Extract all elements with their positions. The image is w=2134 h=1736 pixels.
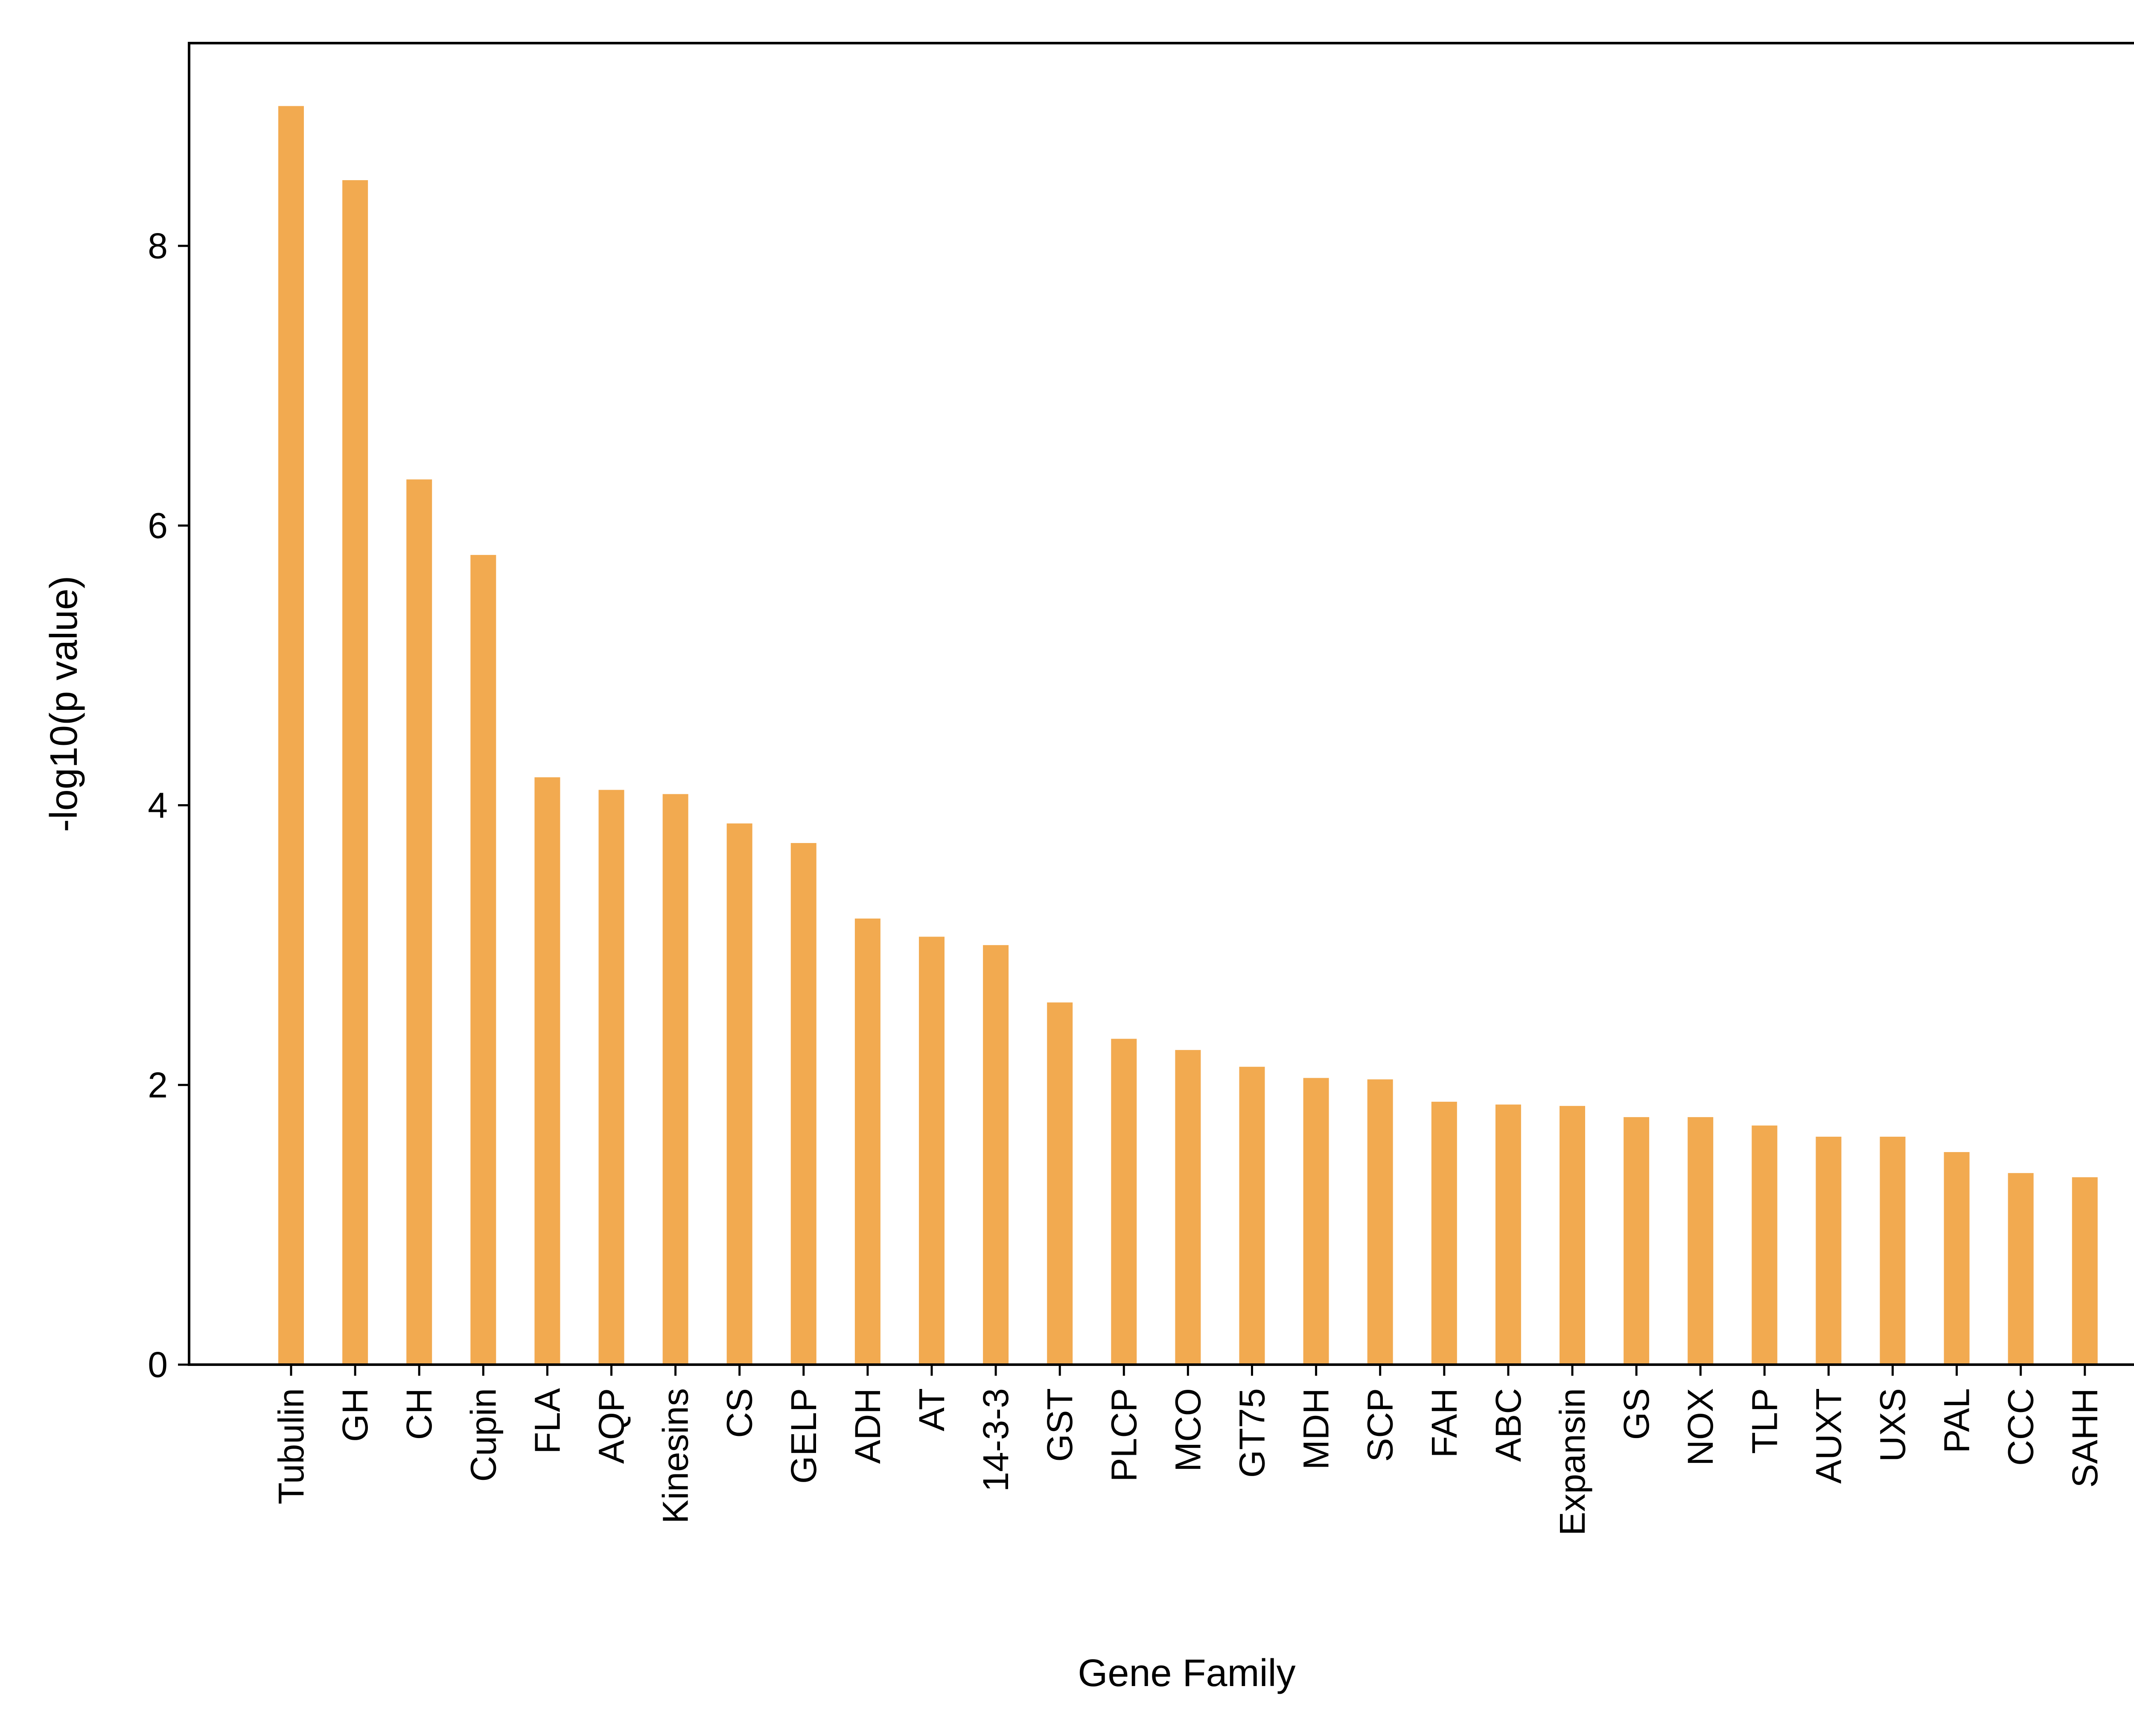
bar-fah	[1431, 1102, 1457, 1365]
x-tick-label: AT	[912, 1388, 952, 1431]
x-tick-label: ADH	[848, 1388, 888, 1464]
y-tick-label: 4	[148, 785, 168, 826]
y-tick-label: 2	[148, 1065, 168, 1105]
x-tick-label: GELP	[784, 1388, 824, 1484]
y-tick-label: 8	[148, 226, 168, 266]
x-tick-label: MDH	[1296, 1388, 1336, 1470]
x-tick-label: Cupin	[463, 1388, 503, 1482]
bar-nox	[1688, 1117, 1714, 1365]
x-tick-label: GH	[335, 1388, 375, 1442]
bar-14-3-3	[983, 945, 1009, 1365]
x-tick-label: SAHH	[2065, 1388, 2105, 1488]
x-tick-label: AUXT	[1808, 1388, 1848, 1484]
x-axis-label: Gene Family	[1078, 1652, 1295, 1695]
bar-cupin	[470, 555, 496, 1365]
bar-sahh	[2072, 1177, 2098, 1365]
bar-mco	[1175, 1050, 1201, 1365]
y-axis-label: -log10(p value)	[43, 576, 85, 832]
bar-gst	[1047, 1002, 1073, 1365]
bar-uxs	[1880, 1136, 1906, 1365]
bar-adh	[854, 918, 880, 1365]
x-tick-label: GT75	[1232, 1388, 1272, 1478]
bar-tubulin	[278, 106, 304, 1365]
x-tick-label: TLP	[1744, 1388, 1784, 1454]
bar-tlp	[1752, 1125, 1778, 1365]
bars-layer	[278, 106, 2098, 1365]
bar-auxt	[1816, 1136, 1842, 1365]
x-tick-label: PLCP	[1104, 1388, 1144, 1482]
bar-kinesins	[662, 794, 688, 1365]
bar-expansin	[1560, 1106, 1585, 1365]
bar-pal	[1944, 1152, 1970, 1365]
bar-cs	[726, 823, 752, 1365]
y-axis-ticks: 0 2 4 6 8	[148, 226, 189, 1385]
bar-gs	[1624, 1117, 1650, 1365]
x-tick-label: Kinesins	[656, 1388, 696, 1524]
x-tick-label: 14-3-3	[976, 1388, 1016, 1492]
bar-fla	[534, 777, 560, 1365]
x-tick-label: GST	[1040, 1388, 1080, 1462]
x-tick-label: CH	[399, 1388, 439, 1440]
x-axis-ticks: Tubulin GH CH Cupin FLA AQP Kinesins CS GELP ADH A…	[271, 1365, 2105, 1536]
bar-gelp	[790, 843, 816, 1365]
bar-gt75	[1239, 1067, 1265, 1365]
x-tick-label: FLA	[527, 1388, 567, 1454]
x-tick-label: CCC	[2001, 1388, 2041, 1466]
x-tick-label: Expansin	[1552, 1388, 1592, 1536]
bar-at	[919, 937, 945, 1365]
bar-plcp	[1111, 1039, 1137, 1365]
x-tick-label: UXS	[1873, 1388, 1913, 1462]
bar-gh	[342, 180, 368, 1365]
x-tick-label: AQP	[592, 1388, 632, 1464]
bar-ccc	[2008, 1173, 2034, 1365]
bar-abc	[1495, 1104, 1521, 1365]
bar-mdh	[1303, 1078, 1329, 1365]
x-tick-label: PAL	[1937, 1388, 1977, 1453]
plot-frame	[188, 42, 2134, 1366]
x-tick-label: ABC	[1488, 1388, 1528, 1462]
x-tick-label: GS	[1616, 1388, 1656, 1440]
bar-scp	[1367, 1079, 1393, 1365]
x-tick-label: NOX	[1680, 1388, 1720, 1466]
y-tick-label: 0	[148, 1345, 168, 1385]
x-tick-label: MCO	[1168, 1388, 1208, 1472]
x-tick-label: SCP	[1360, 1388, 1400, 1462]
x-tick-label: FAH	[1424, 1388, 1464, 1458]
x-tick-label: Tubulin	[271, 1388, 311, 1504]
bar-aqp	[598, 790, 624, 1365]
y-tick-label: 6	[148, 505, 168, 546]
bar-ch	[406, 479, 432, 1365]
x-tick-label: CS	[720, 1388, 760, 1438]
